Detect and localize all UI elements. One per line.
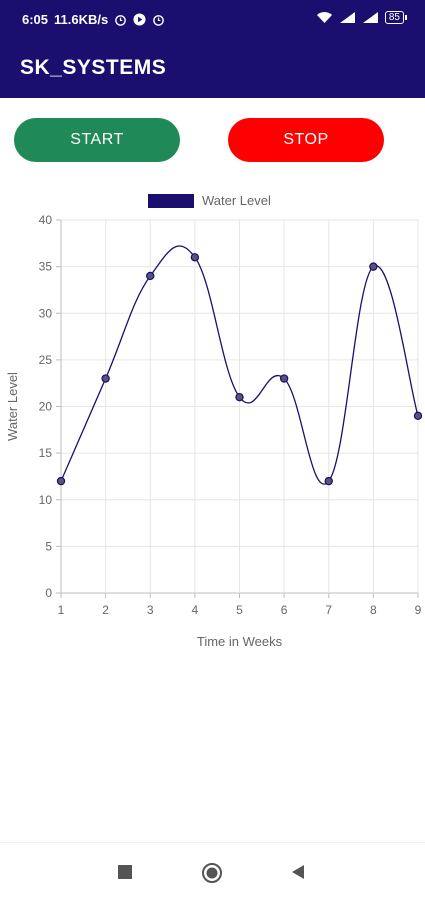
y-tick-label: 25 (39, 353, 53, 367)
alarm-icon (115, 15, 127, 26)
x-tick-label: 6 (281, 603, 288, 617)
y-tick-label: 5 (45, 539, 52, 553)
data-point (190, 253, 200, 262)
app-title: SK_SYSTEMS (20, 56, 167, 79)
x-tick-label: 8 (370, 603, 377, 617)
x-tick-label: 1 (58, 603, 65, 617)
status-left: 6:05 11.6KB/s (22, 12, 165, 27)
app-bar: SK_SYSTEMS (0, 40, 425, 98)
x-tick-label: 7 (325, 603, 332, 617)
back-icon[interactable] (291, 864, 305, 880)
nav-bar (0, 842, 425, 901)
y-tick-label: 0 (45, 586, 52, 600)
data-point (369, 262, 378, 271)
battery-icon: 85 (384, 11, 407, 24)
status-net-speed: 11.6KB/s (54, 12, 109, 27)
legend-swatch (148, 194, 194, 208)
status-bar: 6:05 11.6KB/s 85 (0, 0, 425, 40)
y-tick-label: 35 (39, 260, 53, 274)
home-icon[interactable] (201, 862, 223, 884)
y-tick-label: 40 (39, 213, 53, 227)
legend-label: Water Level (202, 193, 271, 208)
recent-apps-icon[interactable] (118, 865, 132, 879)
signal-icon (362, 12, 378, 23)
start-button[interactable]: START (14, 118, 180, 162)
status-right: 85 (316, 11, 407, 24)
alarm-icon (153, 15, 165, 26)
x-tick-label: 4 (192, 603, 199, 617)
x-tick-label: 3 (147, 603, 154, 617)
data-point (235, 392, 244, 402)
y-axis-label: Water Level (5, 372, 20, 441)
y-tick-label: 20 (39, 400, 53, 414)
y-tick-label: 10 (39, 493, 53, 507)
battery-level: 85 (388, 12, 400, 23)
wifi-icon (316, 12, 332, 23)
signal-icon (339, 12, 355, 23)
play-icon (133, 13, 146, 26)
data-point (101, 374, 110, 383)
x-axis-label: Time in Weeks (197, 634, 283, 649)
x-tick-label: 9 (415, 603, 422, 617)
data-point (413, 411, 423, 421)
data-point (146, 271, 155, 281)
water-level-chart: 0 5 10 15 20 25 30 35 40 1 2 3 4 5 6 7 8 9 Time in Weeks Wa… (5, 193, 423, 649)
x-tick-label: 5 (236, 603, 243, 617)
x-tick-label: 2 (102, 603, 109, 617)
series-line-water-level (60, 245, 419, 485)
data-point (279, 374, 289, 383)
stop-button[interactable]: STOP (228, 118, 384, 162)
data-point (56, 476, 66, 486)
y-tick-label: 30 (39, 306, 53, 320)
data-point (324, 476, 333, 486)
y-tick-label: 15 (39, 446, 53, 460)
status-time: 6:05 (22, 12, 49, 27)
